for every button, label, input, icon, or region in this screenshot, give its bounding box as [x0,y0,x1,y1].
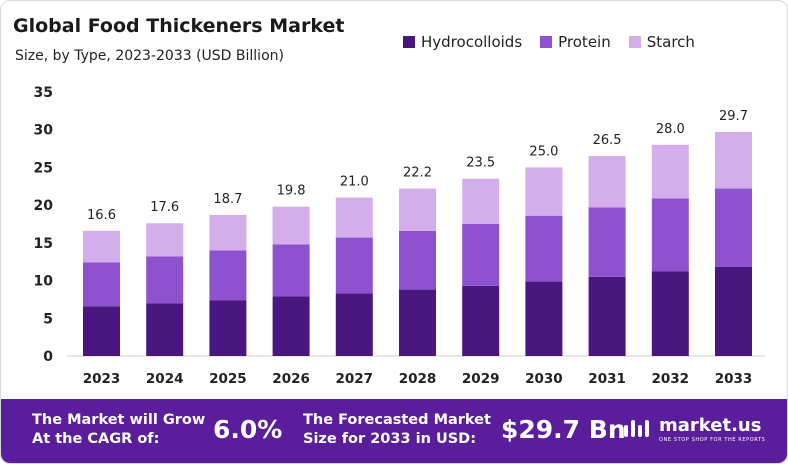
y-tick-label: 15 [34,236,53,252]
bar-protein [335,237,373,294]
bar-hydrocolloids [83,306,120,356]
legend-item-hydrocolloids: Hydrocolloids [403,33,522,51]
bar-hydrocolloids [209,300,247,356]
x-tick-label: 2032 [652,371,690,387]
footer-banner: The Market will Grow At the CAGR of: 6.0… [1,399,787,463]
bar-total-label: 29.7 [719,109,748,124]
bar-total-label: 19.8 [277,184,306,199]
bar-starch [588,156,626,208]
legend-swatch-protein [540,36,553,48]
bar-protein [588,207,626,277]
cagr-label: The Market will Grow At the CAGR of: [32,411,205,449]
x-tick-label: 2031 [588,371,626,387]
bar-starch [651,144,689,199]
cagr-value: 6.0% [213,415,283,444]
x-tick-label: 2026 [272,371,310,387]
bar-total-label: 25.0 [529,144,558,159]
bar-starch [715,131,752,189]
legend: Hydrocolloids Protein Starch [403,33,695,51]
bar-protein [462,223,500,286]
bar-total-label: 22.2 [403,166,432,181]
bar-hydrocolloids [588,276,626,356]
bar-protein [651,198,689,272]
bar-protein [399,230,436,290]
bar-starch [335,197,373,238]
market-us-logo-icon [624,420,649,437]
bar-protein [146,256,184,304]
bar-total-label: 21.0 [340,175,369,190]
bar-protein [209,250,247,301]
y-tick-label: 10 [34,274,54,290]
bar-hydrocolloids [272,296,310,356]
legend-label-hydrocolloids: Hydrocolloids [421,33,523,51]
bar-starch [209,214,247,251]
y-tick-label: 20 [34,198,54,214]
bar-total-label: 16.6 [87,208,116,223]
bar-starch [525,167,563,216]
legend-item-starch: Starch [628,33,695,51]
bar-total-label: 26.5 [593,133,622,148]
x-axis: 2023 2024 2025 2026 2027 2028 2029 2030 2031 2032… [83,371,753,387]
brand-logo[interactable]: market.us ONE STOP SHOP FOR THE REPORTS [623,415,765,443]
x-tick-label: 2024 [146,371,184,387]
x-tick-label: 2023 [83,371,121,387]
legend-label-protein: Protein [558,33,611,51]
legend-swatch-hydrocolloids [403,36,415,48]
forecast-label-line1: The Forecasted Market [303,412,491,428]
bar-starch [399,188,436,231]
bar-protein [715,188,752,267]
x-tick-label: 2027 [336,371,374,387]
x-tick-label: 2025 [209,371,247,387]
x-tick-label: 2029 [462,371,500,387]
bar-hydrocolloids [335,293,373,356]
forecast-value: $29.7 Bn [501,415,626,444]
legend-label-starch: Starch [646,33,695,51]
bar-hydrocolloids [146,303,184,356]
bar-total-label: 23.5 [466,156,495,171]
y-axis: 0 5 10 15 20 25 30 35 [34,85,54,365]
bars: 16.6 17.6 18.7 19.8 21.0 22.2 23.5 25.0 26.5 28.0… [83,109,752,356]
legend-swatch-starch [628,36,641,48]
forecast-label-line2: Size for 2033 in USD: [303,431,477,447]
x-tick-label: 2028 [399,371,437,387]
bar-protein [525,215,563,282]
bar-hydrocolloids [651,271,689,356]
bar-total-label: 18.7 [213,192,242,207]
bar-starch [272,206,310,245]
chart-subtitle: Size, by Type, 2023-2033 (USD Billion) [15,48,284,64]
forecast-label: The Forecasted Market Size for 2033 in U… [303,411,491,449]
y-tick-label: 25 [34,160,53,176]
y-tick-label: 30 [34,123,54,139]
brand-name: market.us [659,415,762,436]
legend-item-protein: Protein [540,33,611,51]
x-tick-label: 2030 [525,371,563,387]
bar-hydrocolloids [715,266,752,356]
y-tick-label: 0 [43,349,53,365]
bar-hydrocolloids [399,289,436,356]
bar-starch [462,178,500,224]
cagr-label-line1: The Market will Grow [32,412,206,428]
bar-starch [83,230,120,263]
brand-tagline: ONE STOP SHOP FOR THE REPORTS [659,437,766,443]
bar-protein [272,244,310,297]
bar-hydrocolloids [525,281,563,356]
bar-starch [146,223,184,257]
bar-total-label: 17.6 [150,200,179,215]
bar-total-label: 28.0 [656,122,685,137]
bar-hydrocolloids [462,285,500,356]
bar-protein [83,262,120,307]
y-tick-label: 5 [43,311,53,327]
cagr-label-line2: At the CAGR of: [32,431,160,447]
y-tick-label: 35 [34,85,53,101]
chart-title: Global Food Thickeners Market [13,15,345,37]
x-tick-label: 2033 [715,371,753,387]
